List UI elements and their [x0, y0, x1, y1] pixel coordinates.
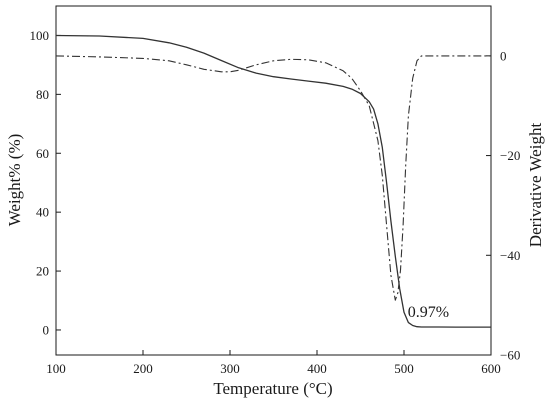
right-y-tick-label: −60 [500, 348, 520, 363]
axis-ticks: 100 200 300 400 500 600 0 20 40 60 80 100 0 −20 −40 −60 [30, 28, 521, 376]
x-tick-label: 100 [46, 361, 66, 376]
left-y-tick-label: 40 [36, 205, 49, 220]
plot-frame [55, 5, 492, 356]
x-tick-label: 500 [394, 361, 414, 376]
right-y-tick-label: 0 [500, 48, 507, 63]
left-y-tick-label: 60 [36, 146, 49, 161]
right-y-tick-label: −20 [500, 148, 520, 163]
left-y-tick-label: 0 [43, 322, 50, 337]
residue-annotation: 0.97% [408, 304, 449, 321]
right-y-tick-label: −40 [500, 248, 520, 263]
left-y-axis-label: Weight% (%) [5, 134, 24, 227]
left-y-tick-label: 20 [36, 264, 49, 279]
right-y-axis-label: Derivative Weight [526, 123, 545, 248]
left-y-tick-label: 100 [30, 28, 50, 43]
x-tick-label: 200 [133, 361, 153, 376]
left-y-tick-label: 80 [36, 87, 49, 102]
weight-percent-line [55, 34, 491, 328]
x-tick-label: 400 [307, 361, 327, 376]
series-group [55, 34, 491, 328]
x-tick-label: 300 [220, 361, 240, 376]
x-tick-label: 600 [481, 361, 501, 376]
x-axis-label: Temperature (°C) [213, 379, 332, 398]
derivative-weight-line [55, 55, 491, 301]
